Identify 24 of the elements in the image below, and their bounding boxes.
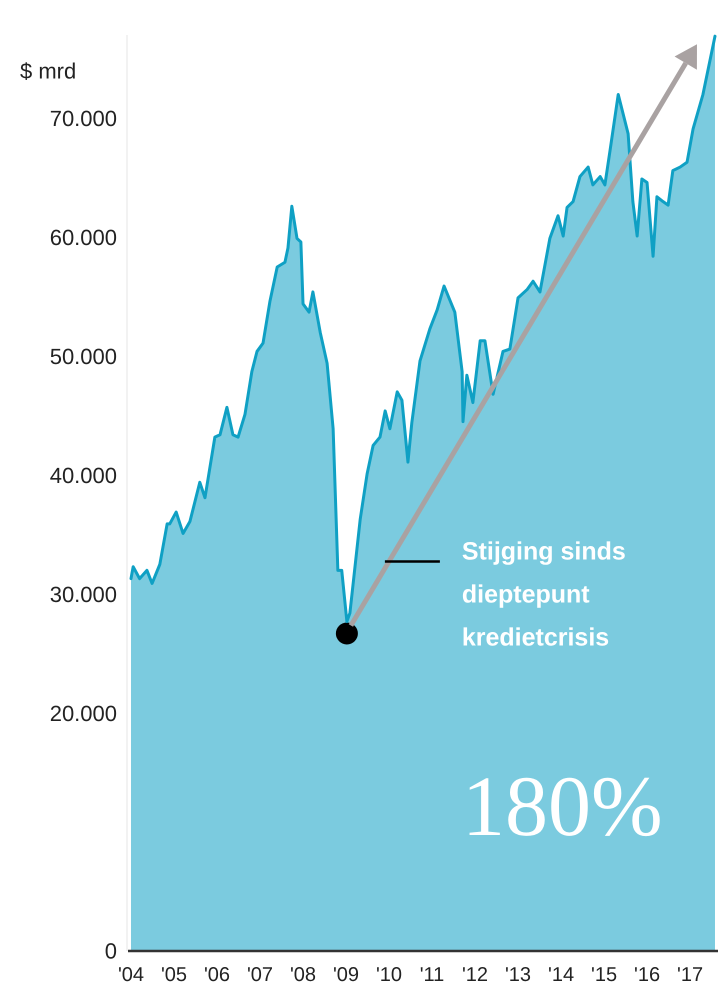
x-tick-label: '16 xyxy=(634,964,660,986)
x-tick-label: '17 xyxy=(677,964,704,986)
x-tick-label: '10 xyxy=(376,964,402,986)
y-tick-label: 50.000 xyxy=(50,344,117,369)
annotation: Stijging sinds dieptepunt kredietcrisis xyxy=(462,537,626,652)
x-tick-label: '09 xyxy=(332,964,360,986)
y-axis-title: $ mrd xyxy=(20,58,76,84)
y-tick-label: 40.000 xyxy=(50,462,117,488)
y-tick-label: 20.000 xyxy=(50,700,117,726)
x-tick-label: '14 xyxy=(548,964,574,986)
annotation: 180% xyxy=(462,758,663,854)
y-tick-label: 30.000 xyxy=(50,582,117,607)
x-tick-label: '04 xyxy=(118,964,144,986)
y-tick-label: 70.000 xyxy=(50,106,117,131)
x-tick-label: '13 xyxy=(504,964,532,986)
x-tick-label: '11 xyxy=(420,964,444,986)
y-tick-label: 60.000 xyxy=(50,224,117,250)
x-tick-label: '05 xyxy=(160,964,188,986)
x-tick-label: '08 xyxy=(290,964,316,986)
y-tick-label: 0 xyxy=(104,938,117,964)
x-tick-label: '07 xyxy=(246,964,274,986)
x-tick-label: '15 xyxy=(591,964,618,986)
x-tick-label: '12 xyxy=(462,964,488,986)
x-tick-label: '06 xyxy=(204,964,230,986)
